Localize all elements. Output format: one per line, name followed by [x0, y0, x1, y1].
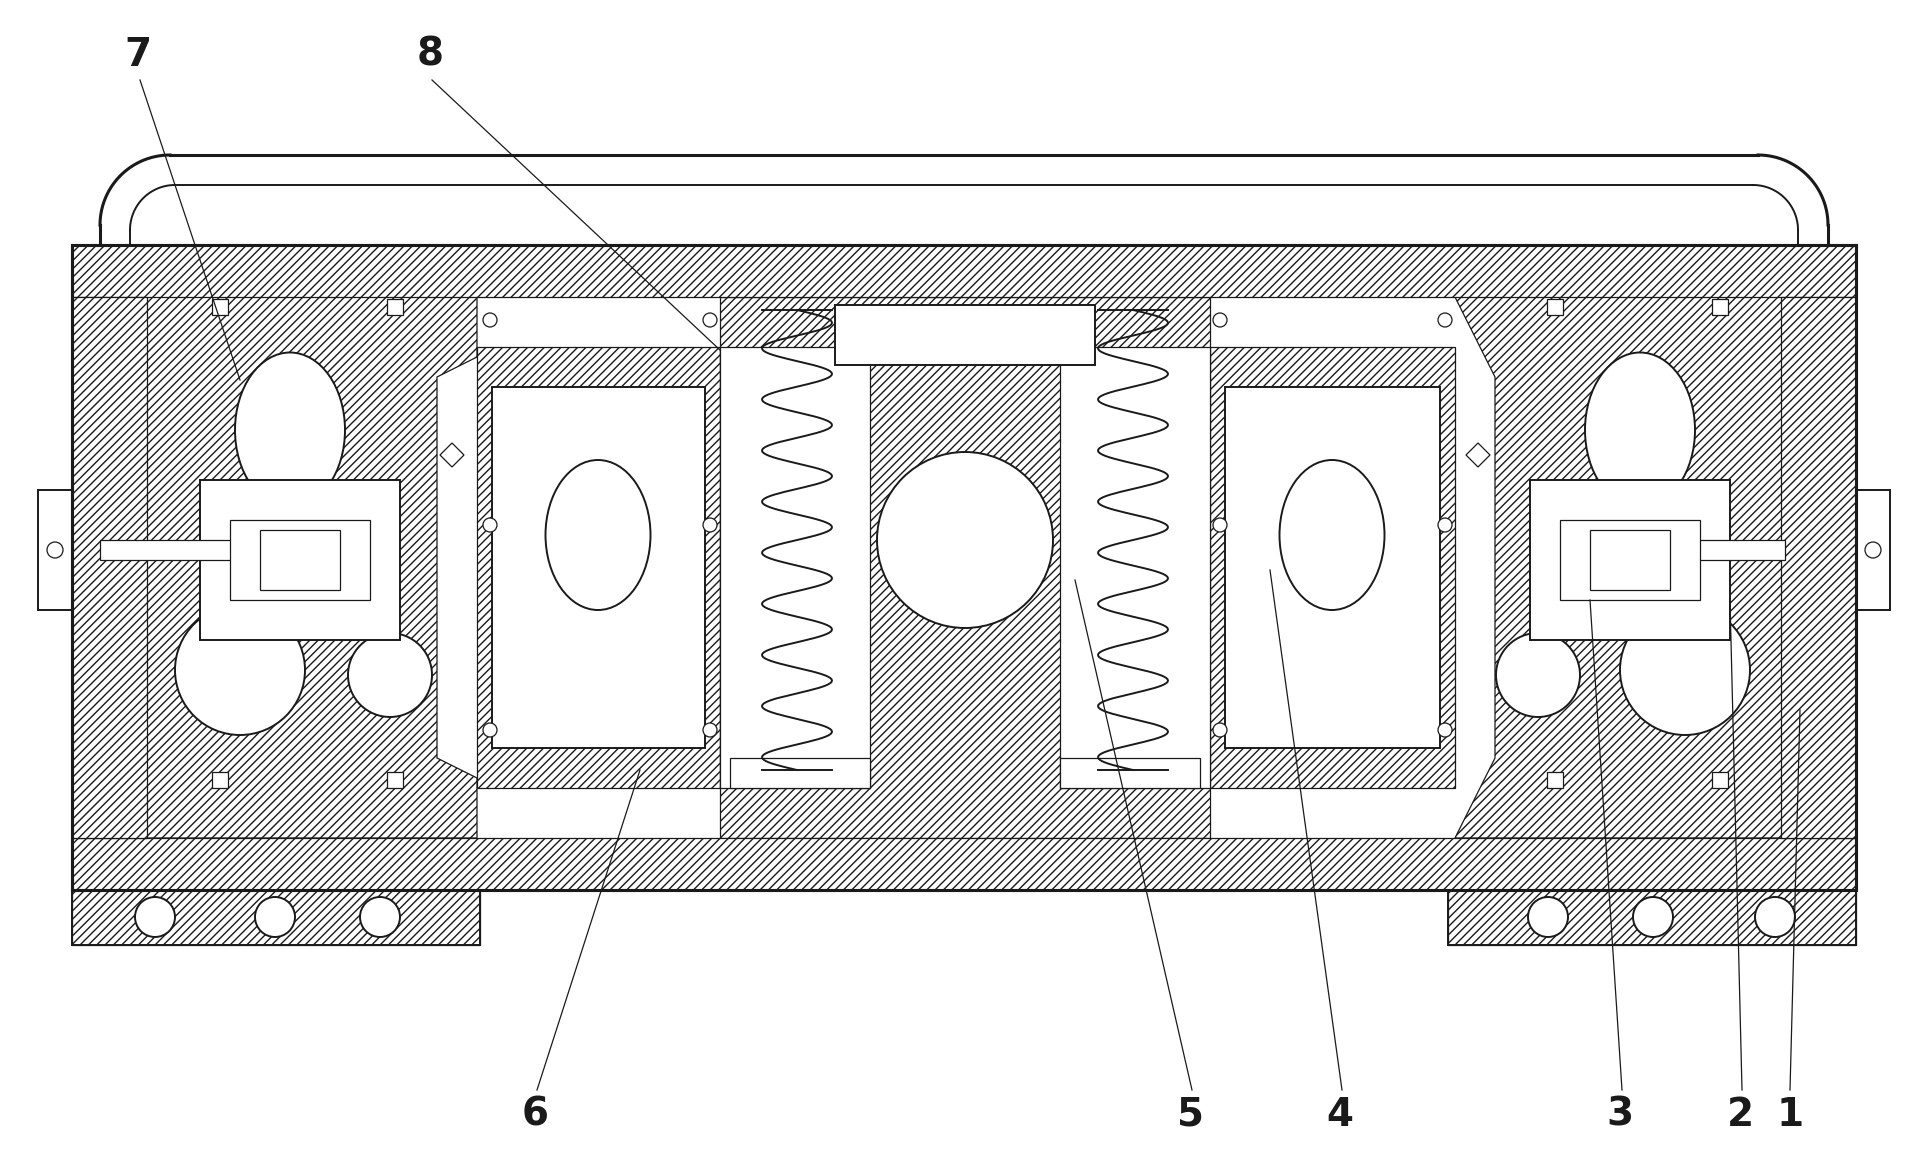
Ellipse shape [235, 353, 345, 508]
Circle shape [484, 518, 497, 532]
Bar [147, 297, 378, 838]
Bar [1712, 299, 1727, 315]
Bar [260, 530, 339, 590]
Circle shape [46, 542, 64, 558]
Circle shape [1529, 897, 1567, 937]
Bar [39, 490, 71, 610]
Bar [147, 297, 378, 838]
Circle shape [1213, 723, 1226, 737]
Bar [1670, 540, 1785, 560]
Circle shape [704, 723, 717, 737]
Text: 4: 4 [1326, 1096, 1353, 1134]
Bar [71, 244, 1857, 297]
Bar [1224, 386, 1440, 748]
Bar [147, 297, 378, 838]
Bar [71, 244, 1857, 890]
Bar [212, 772, 228, 788]
Bar [1060, 347, 1211, 788]
Bar [100, 540, 260, 560]
Bar [1712, 772, 1727, 788]
Circle shape [1620, 605, 1751, 734]
Polygon shape [1448, 890, 1857, 945]
Bar [229, 520, 370, 599]
Circle shape [1213, 518, 1226, 532]
Bar [388, 299, 403, 315]
Text: 6: 6 [521, 1096, 548, 1134]
Bar [719, 347, 870, 788]
Circle shape [1438, 723, 1452, 737]
Bar [71, 890, 480, 945]
Text: 2: 2 [1726, 1096, 1754, 1134]
Bar [388, 772, 403, 788]
Circle shape [1754, 897, 1795, 937]
Text: 5: 5 [1176, 1096, 1203, 1134]
Circle shape [175, 605, 305, 734]
Bar [1591, 530, 1670, 590]
Bar [1448, 890, 1857, 945]
Bar [1060, 758, 1199, 788]
Ellipse shape [1280, 460, 1384, 610]
Bar [476, 347, 719, 788]
Circle shape [361, 897, 399, 937]
Circle shape [1633, 897, 1674, 937]
Bar [1211, 347, 1456, 788]
Bar [71, 244, 1857, 890]
Circle shape [1213, 313, 1226, 327]
Bar [1546, 299, 1564, 315]
Polygon shape [1465, 443, 1490, 467]
Circle shape [484, 313, 497, 327]
Bar [1857, 490, 1889, 610]
Bar [731, 758, 870, 788]
Polygon shape [1456, 297, 1785, 838]
Ellipse shape [546, 460, 650, 610]
Circle shape [877, 452, 1053, 629]
Ellipse shape [1585, 353, 1695, 508]
Circle shape [135, 897, 175, 937]
Text: 8: 8 [416, 36, 443, 74]
Bar [71, 838, 1857, 890]
Polygon shape [147, 297, 476, 838]
Bar [835, 305, 1095, 365]
Text: 1: 1 [1776, 1096, 1803, 1134]
Bar [201, 480, 399, 640]
Text: 7: 7 [125, 36, 152, 74]
Text: 3: 3 [1606, 1096, 1633, 1134]
Bar [1546, 772, 1564, 788]
Circle shape [1438, 313, 1452, 327]
Polygon shape [440, 443, 465, 467]
Circle shape [1864, 542, 1882, 558]
Circle shape [704, 313, 717, 327]
Bar [212, 299, 228, 315]
Bar [719, 297, 1211, 838]
Circle shape [254, 897, 295, 937]
Bar [492, 386, 706, 748]
Polygon shape [71, 890, 480, 945]
Bar [1781, 297, 1857, 838]
Circle shape [484, 723, 497, 737]
Circle shape [347, 633, 432, 717]
Circle shape [1438, 518, 1452, 532]
Bar [58, 501, 71, 599]
Bar [1560, 520, 1700, 599]
Circle shape [1496, 633, 1581, 717]
Circle shape [704, 518, 717, 532]
Bar [71, 297, 147, 838]
Bar [1857, 501, 1870, 599]
Bar [1531, 480, 1729, 640]
